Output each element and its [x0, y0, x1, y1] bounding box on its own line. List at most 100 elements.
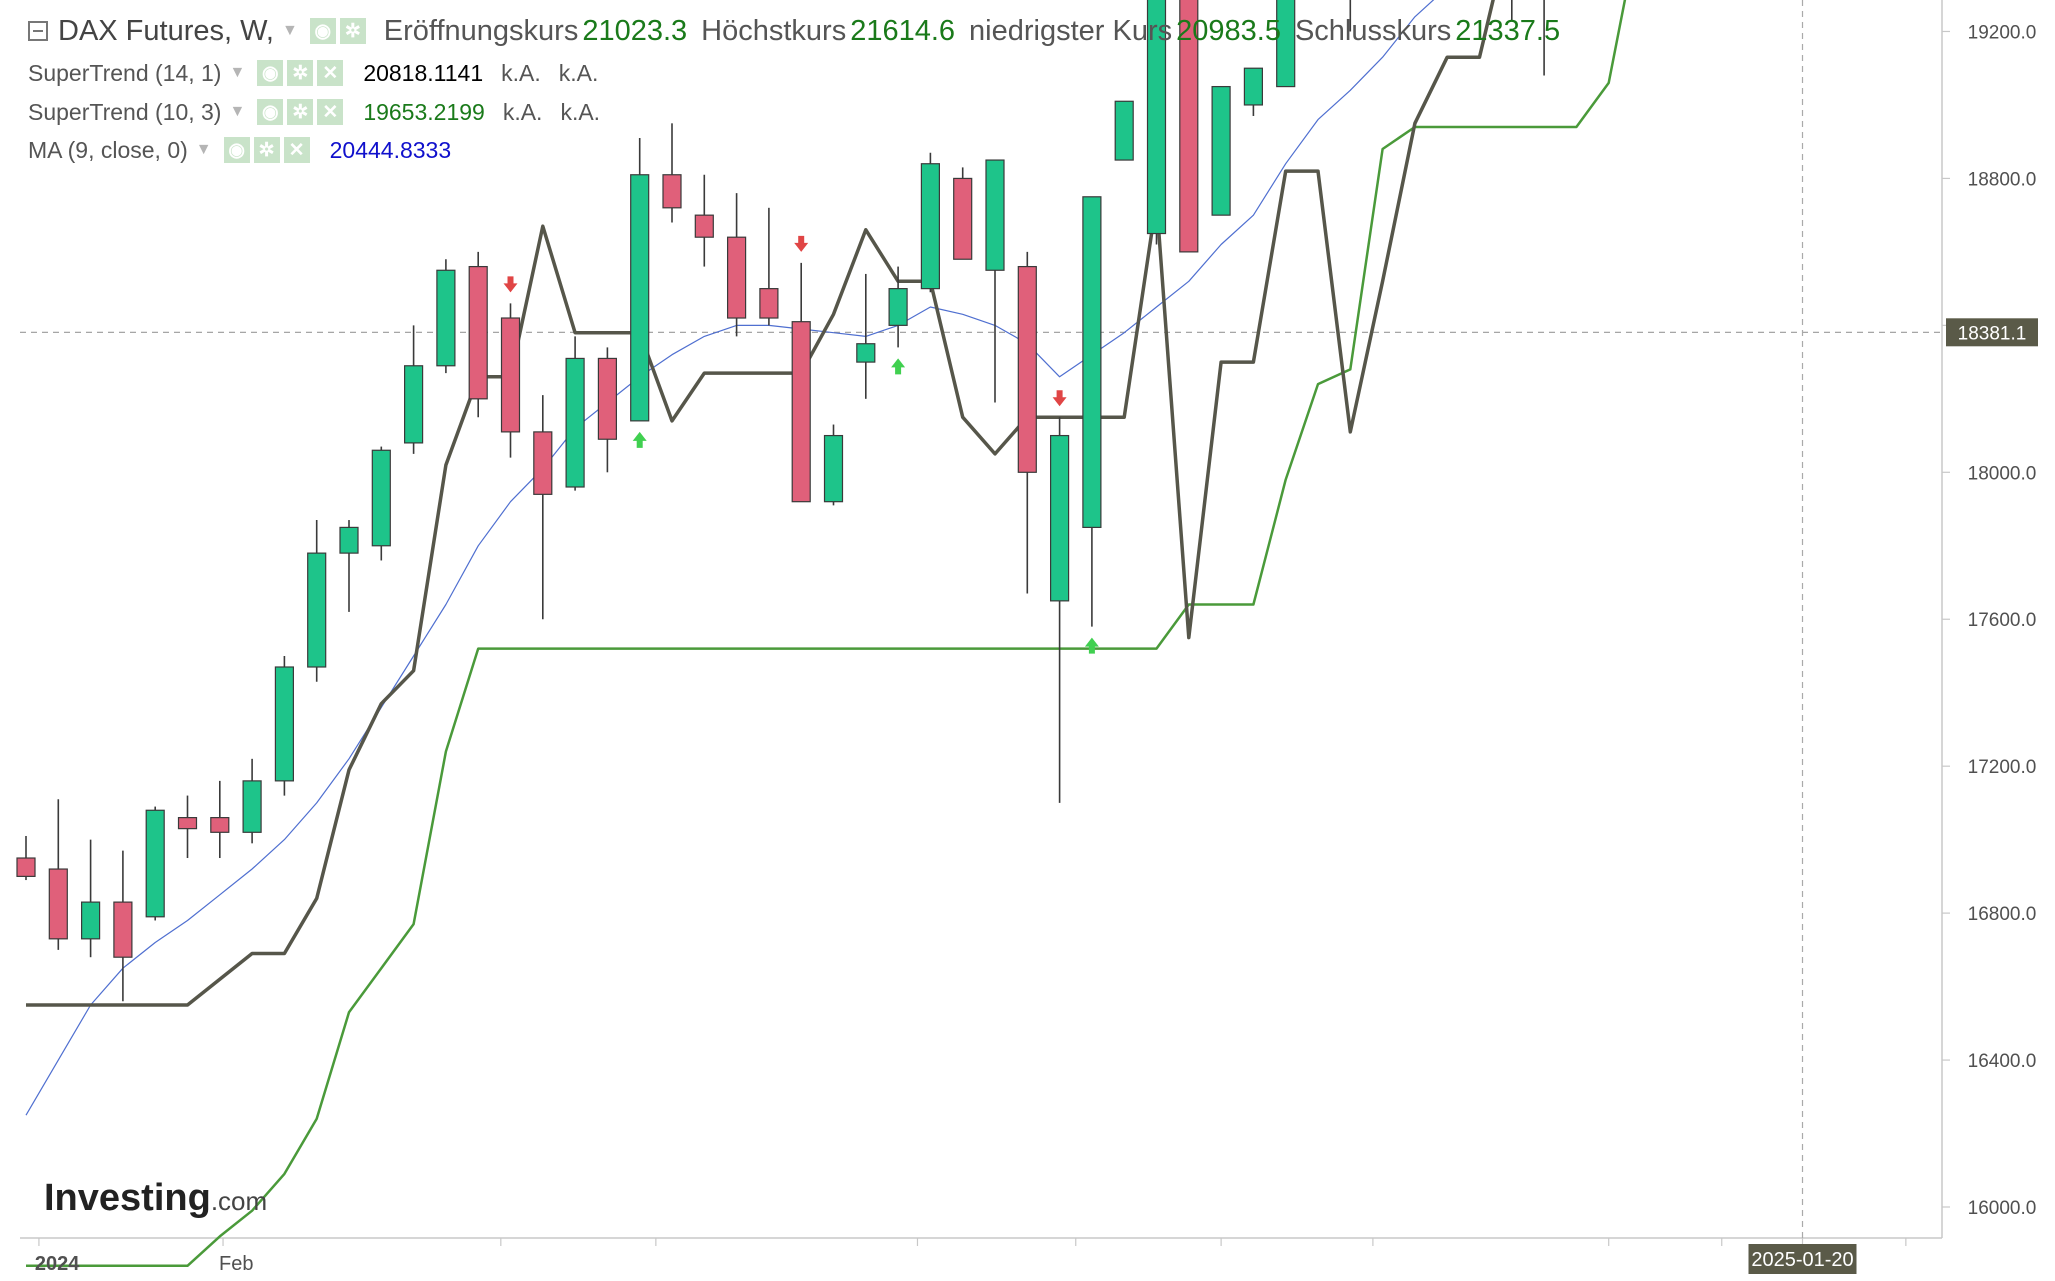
low-value: 20983.5: [1176, 14, 1281, 47]
low-label: niedrigster Kurs: [969, 14, 1173, 47]
candle: [80, 839, 101, 958]
candle-body: [823, 434, 844, 503]
candle-body: [1179, 0, 1199, 253]
close-icon[interactable]: ✕: [317, 99, 344, 125]
supertrend-14-1-line: [26, 0, 1495, 1007]
buy-signal-arrow: [1084, 637, 1099, 654]
ma-line: [25, 0, 1435, 1116]
y-tick-label: 16000.0: [1968, 1198, 2037, 1219]
indicator-name[interactable]: MA (9, close, 0): [28, 136, 188, 163]
open-value: 21023.3: [582, 14, 688, 47]
eye-icon[interactable]: ◉: [223, 137, 250, 163]
candle-body: [210, 817, 230, 833]
indicator-na: k.A.: [560, 98, 601, 125]
candle: [404, 325, 424, 454]
gear-icon[interactable]: ✲: [287, 60, 314, 86]
candle-body: [1243, 67, 1264, 106]
candle-body: [242, 780, 262, 833]
candle: [694, 174, 714, 267]
candle: [1243, 67, 1264, 116]
x-tick-label: 2024: [35, 1253, 80, 1275]
candle-body: [920, 163, 941, 290]
indicator-name[interactable]: SuperTrend (10, 3): [28, 98, 222, 125]
indicator-value: 20444.8333: [329, 136, 452, 163]
eye-icon[interactable]: ◉: [257, 99, 284, 125]
crosshair-date-box: [1748, 1244, 1857, 1274]
candle-body: [888, 288, 908, 326]
candle-body: [404, 365, 424, 444]
gear-icon[interactable]: ✲: [339, 18, 366, 44]
candle-body: [694, 214, 714, 238]
candle-body: [565, 357, 585, 488]
candle-body: [1276, 0, 1296, 88]
eye-icon[interactable]: ◉: [309, 18, 336, 44]
candle-body: [791, 321, 811, 503]
buy-signal-arrow: [891, 358, 906, 375]
sell-signal-arrow: [1052, 390, 1067, 407]
gear-icon[interactable]: ✲: [253, 137, 280, 163]
candle-body: [1114, 100, 1134, 161]
candle-body: [662, 174, 682, 209]
gear-icon[interactable]: ✲: [287, 99, 314, 125]
price-axis: 16000.0 16400.0 16800.0 17200.0 17600.0 18000…: [1942, 22, 2038, 1219]
legend-supertrend-14-1: SuperTrend (14, 1) ▼ ◉ ✲ ✕ 20818.1141 k.…: [28, 56, 598, 90]
indicator-value: 19653.2199: [363, 98, 485, 125]
y-tick-label: 18800.0: [1968, 169, 2037, 190]
candle: [1146, 0, 1167, 245]
close-icon[interactable]: ✕: [317, 60, 344, 86]
chevron-down-icon[interactable]: ▼: [195, 141, 212, 158]
symbol-title: DAX Futures, W,: [58, 14, 274, 47]
y-tick-label: 19200.0: [1968, 22, 2037, 43]
y-tick-label: 17200.0: [1968, 757, 2037, 778]
supertrend-10-3-group: [26, 0, 1627, 1268]
candle-body: [1049, 434, 1070, 602]
close-icon[interactable]: ✕: [283, 137, 310, 163]
collapse-legend-icon[interactable]: [28, 21, 48, 41]
high-value: 21614.6: [850, 14, 956, 47]
candle: [630, 138, 650, 422]
sell-signal-arrow: [503, 276, 518, 293]
candle: [210, 780, 230, 859]
candle: [791, 262, 811, 503]
time-axis: 2024Feb202025-01-20: [35, 1238, 1907, 1275]
indicator-name[interactable]: SuperTrend (14, 1): [28, 59, 222, 86]
legend-main: DAX Futures, W, ▼ ◉ ✲ Eröffnungskurs 210…: [28, 14, 1560, 48]
candle: [856, 273, 876, 399]
candle-body: [80, 901, 101, 940]
candle: [468, 251, 488, 418]
candle: [1349, 0, 1352, 32]
candle: [242, 758, 262, 844]
indicator-na: k.A.: [558, 59, 599, 86]
open-label: Eröffnungskurs: [383, 14, 579, 47]
indicator-value: 20818.1141: [363, 59, 484, 86]
supertrend-14-1-group: [26, 0, 1495, 1007]
candle: [1017, 251, 1037, 594]
buy-signal-arrow: [632, 431, 647, 448]
sell-signal-arrow: [794, 235, 809, 252]
price-tag-box: [1946, 318, 2038, 347]
candle: [726, 193, 747, 337]
candle: [1543, 0, 1545, 76]
candle-body: [953, 177, 973, 260]
price-tag-text: 18381.1: [1958, 323, 2027, 344]
candle: [274, 655, 294, 796]
logo-suffix: .com: [211, 1186, 267, 1216]
candle-body: [371, 449, 391, 547]
chevron-down-icon[interactable]: ▼: [229, 64, 246, 81]
candle: [436, 259, 456, 374]
candle: [953, 167, 973, 260]
candle-body: [339, 526, 359, 554]
eye-icon[interactable]: ◉: [257, 60, 284, 86]
investing-logo: Investing.com: [44, 1177, 267, 1219]
chevron-down-icon[interactable]: ▼: [229, 103, 246, 120]
candle-body: [1211, 85, 1231, 216]
chevron-down-icon[interactable]: ▼: [281, 22, 298, 39]
indicator-na: k.A.: [502, 98, 543, 125]
ma-line-group: [25, 0, 1435, 1116]
candle: [985, 159, 1005, 403]
high-label: Höchstkurs: [701, 14, 847, 47]
candle: [16, 835, 36, 881]
close-label: Schlusskurs: [1294, 14, 1452, 47]
